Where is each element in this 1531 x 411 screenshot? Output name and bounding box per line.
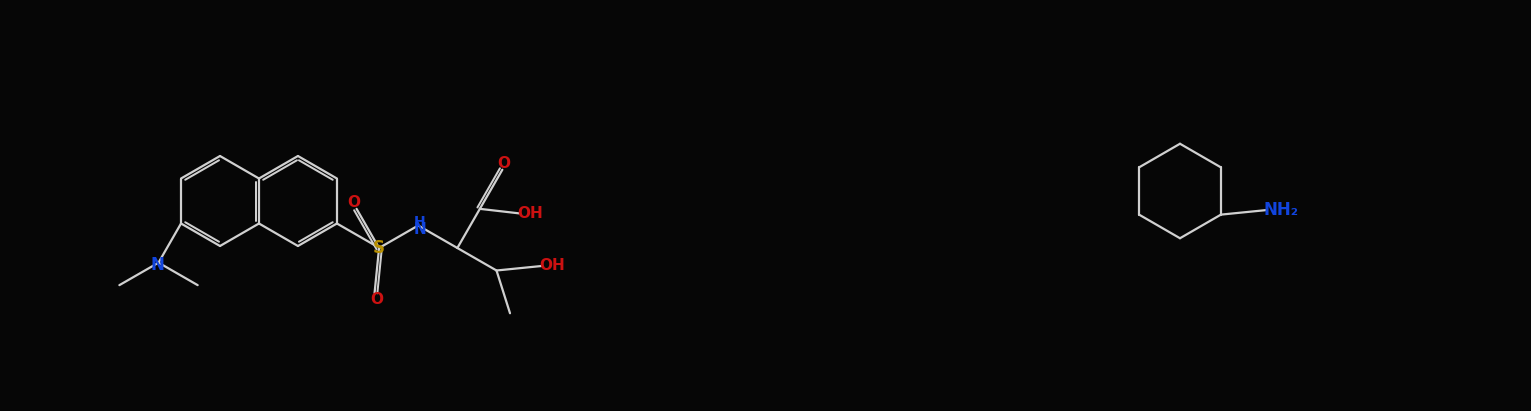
Text: O: O <box>348 195 360 210</box>
Text: S: S <box>374 239 386 257</box>
Text: OH: OH <box>539 258 565 272</box>
Text: O: O <box>371 291 383 307</box>
Text: O: O <box>498 156 510 171</box>
Text: H: H <box>413 215 426 229</box>
Text: N: N <box>413 222 426 237</box>
Text: N: N <box>150 256 164 274</box>
Text: NH₂: NH₂ <box>1263 201 1298 219</box>
Text: OH: OH <box>517 206 544 221</box>
